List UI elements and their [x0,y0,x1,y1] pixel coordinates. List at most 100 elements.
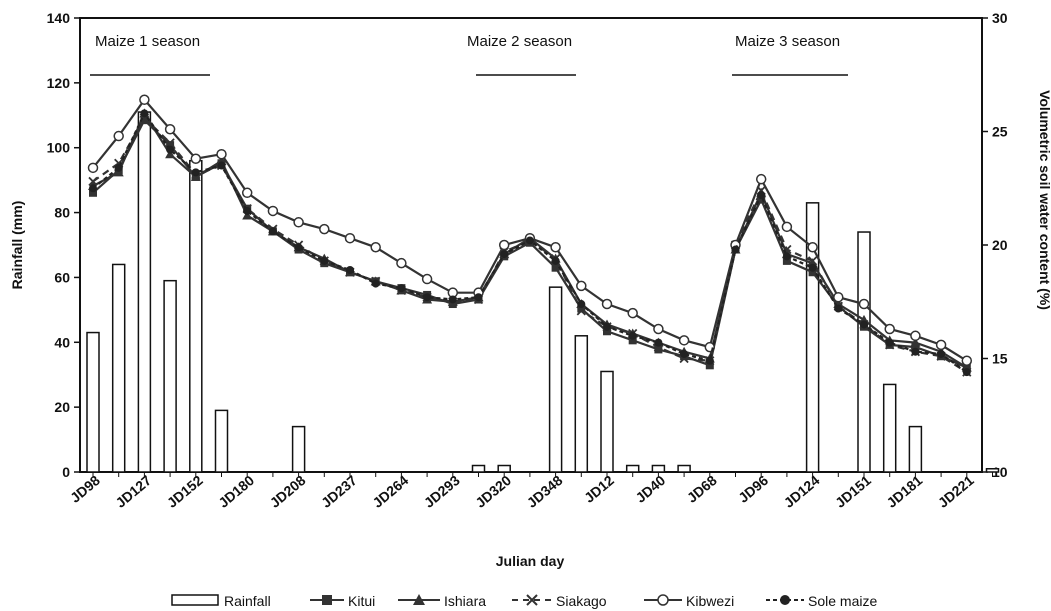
rainfall-bar [111,263,126,473]
x-tick-label: JD237 [318,472,360,511]
x-tick-label: JD96 [735,472,771,506]
point-sole-maize [371,279,380,288]
point-sole-maize [757,191,766,200]
rainfall-bar [985,468,1000,473]
point-ishiara [242,210,253,220]
point-kitui [757,195,766,204]
point-sole-maize [834,304,843,313]
point-sole-maize [962,368,971,377]
point-kibwezi [396,257,407,269]
rainfall-bar [857,231,871,473]
y-axis-left-title: Rainfall (mm) [9,201,25,290]
point-sole-maize [243,206,252,215]
y-right-tick-label: 15 [992,351,1008,367]
x-axis: JD98 JD127 JD152 JD180 JD208 JD237 JD264 JD293 J… [67,472,993,511]
season-label-1: Maize 1 season [95,33,200,50]
point-sole-maize [577,300,586,309]
rainfall-bar [548,286,563,473]
point-kibwezi [164,123,176,135]
legend: Rainfall Kitui Ishiara Siakago Kibwezi S… [171,593,877,609]
point-sole-maize [423,293,432,302]
point-sole-maize [397,284,406,293]
point-kitui [89,188,97,197]
point-kibwezi [216,148,227,160]
legend-ishiara-marker [413,594,425,605]
point-kibwezi [190,153,202,164]
point-siakago [88,176,98,187]
point-kitui [782,256,791,265]
point-sole-maize [551,256,560,265]
point-siakago [576,306,586,316]
y-left-tick-label: 140 [47,10,71,26]
point-kibwezi [961,355,973,367]
x-tick-label: JD293 [421,472,463,511]
point-kibwezi [858,298,870,310]
point-kibwezi [627,307,638,319]
point-kitui [551,263,560,272]
point-kibwezi [550,242,561,253]
point-sole-maize [731,245,740,254]
point-kitui [654,345,663,354]
x-tick-label: JD124 [781,472,823,511]
y-right-tick-label: 10 [992,464,1008,480]
rainfall-bar [908,425,923,473]
x-tick-label: JD98 [67,472,103,506]
point-kibwezi [910,330,921,342]
season-label-3: Maize 3 season [735,33,840,50]
rainfall-bar [497,464,511,473]
point-sole-maize [217,161,226,170]
point-ishiara [910,337,921,347]
point-sole-maize [782,252,791,261]
point-kitui [166,141,175,150]
point-kibwezi [755,173,767,185]
point-kibwezi [421,273,433,285]
legend-kitui-marker [322,595,332,605]
rainfall-bar [214,409,229,473]
y-right-tick-label: 20 [992,237,1008,253]
x-tick-label: JD152 [164,472,206,511]
rainfall-bar [651,464,666,473]
point-sole-maize [680,349,689,358]
x-tick-label: JD181 [883,472,925,511]
season-label-2: Maize 2 season [467,33,572,50]
right-axis: 10 15 20 25 30 [982,10,1008,480]
y-left-tick-label: 40 [54,334,70,350]
point-sole-maize [603,322,611,331]
point-sole-maize [448,295,457,304]
x-tick-label: JD40 [632,472,668,506]
point-kibwezi [319,223,330,235]
point-sole-maize [705,356,714,365]
point-sole-maize [937,349,946,358]
point-kibwezi [498,239,510,251]
rainfall-bar [625,464,640,473]
point-sole-maize [191,168,200,177]
point-kibwezi [139,94,150,105]
y-left-tick-label: 0 [62,464,70,480]
point-siakago [807,256,818,266]
rainfall-bar [882,383,897,473]
point-sole-maize [268,227,277,236]
point-kitui [808,268,817,277]
y-left-tick-label: 120 [47,75,71,91]
x-tick-label: JD151 [832,472,874,511]
point-kitui [603,327,611,336]
point-kibwezi [344,232,356,244]
y-axis-right-title: Volumetric soil water content (%) [1037,90,1051,310]
point-kibwezi [576,280,587,292]
legend-rainfall-swatch [171,594,219,606]
x-tick-label: JD12 [581,472,617,506]
rainfall-bar [600,370,614,473]
point-kibwezi [833,291,844,303]
x-tick-label: JD221 [935,472,977,511]
legend-kibwezi-marker [657,594,669,606]
y-right-tick-label: 30 [992,10,1008,26]
point-sole-maize [808,263,817,272]
point-sole-maize [474,293,483,302]
point-kitui [911,343,920,352]
y-right-tick-label: 25 [992,124,1008,140]
x-tick-label: JD127 [112,472,154,511]
rainfall-bar [291,425,306,473]
point-sole-maize [860,320,868,329]
legend-rainfall-label: Rainfall [224,593,271,609]
